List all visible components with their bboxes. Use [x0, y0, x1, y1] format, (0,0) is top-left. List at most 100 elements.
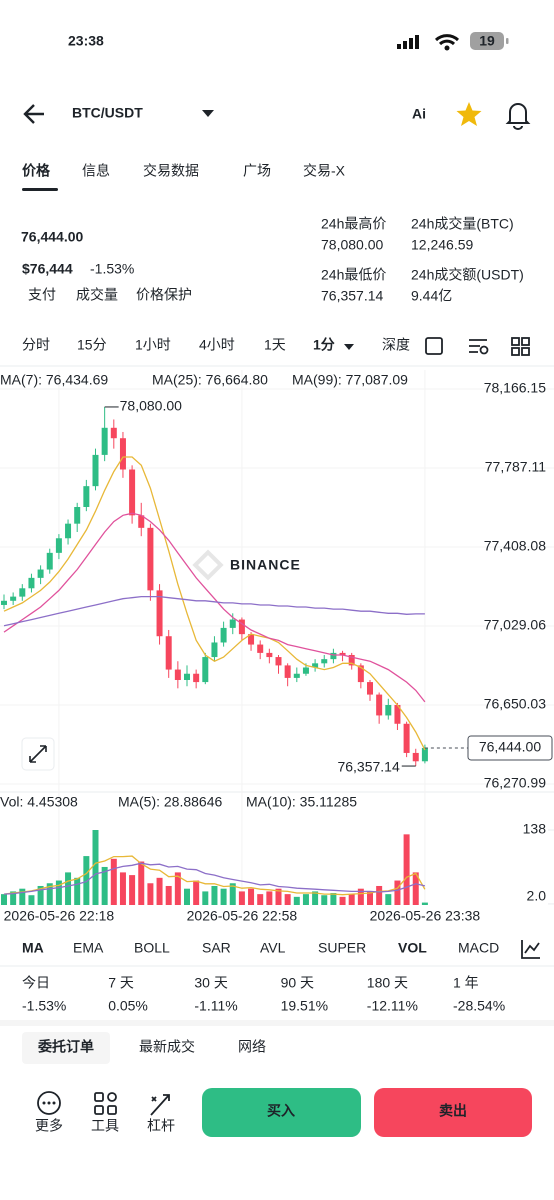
period-label: 30 天 [194, 975, 227, 991]
battery-tip [506, 38, 509, 44]
candle-body [1, 600, 7, 605]
candle-body [147, 527, 154, 591]
watermark: BINANCE [230, 557, 301, 573]
volume-tick-label: 2.0 [527, 888, 547, 904]
ma-legend: MA(7): 76,434.69 [0, 372, 108, 388]
tool-label[interactable]: 更多 [35, 1118, 63, 1134]
indicator-tab[interactable]: AVL [260, 940, 286, 956]
period-change: 19.51% [281, 998, 328, 1014]
pair-title[interactable]: BTC/USDT [72, 105, 143, 121]
candle-body [421, 747, 428, 762]
volume-bar [302, 894, 309, 905]
interval-tab[interactable]: 1小时 [135, 337, 171, 353]
x-tick-label: 2026-05-26 22:58 [187, 908, 298, 924]
price-tag[interactable]: 成交量 [76, 287, 118, 303]
order-tab[interactable]: 最新成交 [139, 1039, 195, 1055]
volume-bar [348, 894, 355, 905]
more-icon[interactable] [37, 1091, 61, 1115]
high-label: 78,080.00 [120, 398, 182, 414]
candle-body [138, 515, 145, 528]
price-tag[interactable]: 价格保护 [136, 287, 192, 303]
interval-dropdown[interactable] [344, 344, 354, 350]
sell-label[interactable]: 卖出 [439, 1103, 467, 1119]
candle-body [302, 667, 309, 674]
volume-ma-legend: MA(10): 35.11285 [246, 794, 357, 810]
volume-bar [330, 893, 337, 905]
tab[interactable]: 广场 [243, 163, 271, 179]
candle-body [238, 619, 245, 635]
last-price: 76,444.00 [21, 229, 83, 245]
candle-body [229, 619, 236, 628]
volume-bar [312, 891, 319, 905]
indicator-tab[interactable]: MACD [458, 940, 499, 956]
interval-tab[interactable]: 4小时 [199, 337, 235, 353]
indicator-tab[interactable]: VOL [398, 940, 427, 956]
x-tick-label: 2026-05-26 23:38 [370, 908, 481, 924]
stat-label: 24h成交额(USDT) [411, 267, 524, 283]
indicator-tab[interactable]: MA [22, 940, 44, 956]
period-change: -1.11% [194, 998, 237, 1014]
candle-body [367, 682, 373, 695]
candle-body [376, 694, 383, 716]
leverage-icon[interactable] [150, 1094, 170, 1116]
sell-button[interactable] [374, 1088, 532, 1137]
candle-body [174, 669, 181, 680]
draw-tool-icon[interactable] [425, 337, 443, 355]
candle-body [55, 538, 62, 553]
interval-tab[interactable]: 15分 [77, 337, 107, 353]
tab[interactable]: 信息 [82, 163, 110, 179]
ma-legend: MA(25): 76,664.80 [152, 372, 268, 388]
usd-price: $76,444 [22, 261, 73, 277]
tool-label[interactable]: 杠杆 [147, 1118, 175, 1134]
volume-bar [19, 888, 26, 905]
volume-bar [129, 875, 136, 905]
back-button[interactable] [23, 104, 44, 124]
interval-tab[interactable]: 1分 [313, 337, 335, 353]
pair-dropdown[interactable] [202, 110, 214, 117]
tool-label[interactable]: 工具 [91, 1118, 119, 1134]
layout-icon[interactable] [511, 337, 530, 356]
wifi-dot [444, 45, 450, 51]
buy-button[interactable] [202, 1088, 361, 1137]
indicator-settings-icon[interactable] [521, 940, 540, 959]
volume-tick-label: 138 [523, 821, 547, 837]
indicator-tab[interactable]: SAR [202, 940, 231, 956]
active-tab-indicator [22, 188, 58, 191]
last-price-box [467, 735, 553, 761]
candle-body [156, 590, 163, 637]
battery-level: 19 [479, 33, 495, 49]
volume-bar [266, 891, 273, 905]
candle-body [348, 654, 355, 666]
interval-tab[interactable]: 1天 [264, 337, 286, 353]
candle-body [19, 588, 26, 597]
buy-label[interactable]: 买入 [267, 1103, 295, 1119]
favorite-star[interactable] [456, 102, 482, 126]
candle-body [321, 659, 328, 664]
candle-body [202, 657, 209, 683]
indicator-tab[interactable]: BOLL [134, 940, 170, 956]
settings-icon[interactable] [469, 339, 487, 353]
indicator-tab[interactable]: EMA [73, 940, 104, 956]
indicator-tab[interactable]: SUPER [318, 940, 366, 956]
ai-button[interactable]: Ai [412, 106, 426, 122]
tab[interactable]: 价格 [22, 163, 51, 179]
status-time: 23:38 [68, 33, 104, 49]
order-tab[interactable]: 委托订单 [37, 1039, 94, 1055]
price-tag[interactable]: 支付 [28, 287, 56, 303]
tools-icon[interactable] [94, 1092, 117, 1115]
bell-icon[interactable] [505, 103, 531, 130]
volume-bar [202, 891, 209, 905]
interval-tab[interactable]: 分时 [22, 337, 50, 353]
y-tick-label: 78,166.15 [484, 380, 546, 396]
fullscreen-icon [29, 745, 47, 763]
tab[interactable]: 交易数据 [143, 163, 199, 179]
volume-bar [367, 891, 373, 905]
tab[interactable]: 交易-X [303, 163, 346, 179]
order-tab[interactable]: 网络 [238, 1039, 266, 1055]
interval-tab[interactable]: 深度 [382, 337, 410, 353]
volume-bar [10, 891, 17, 905]
candle-body [92, 454, 99, 487]
candle-body [312, 663, 319, 668]
candle-body [110, 427, 117, 439]
candle-body [394, 705, 401, 724]
